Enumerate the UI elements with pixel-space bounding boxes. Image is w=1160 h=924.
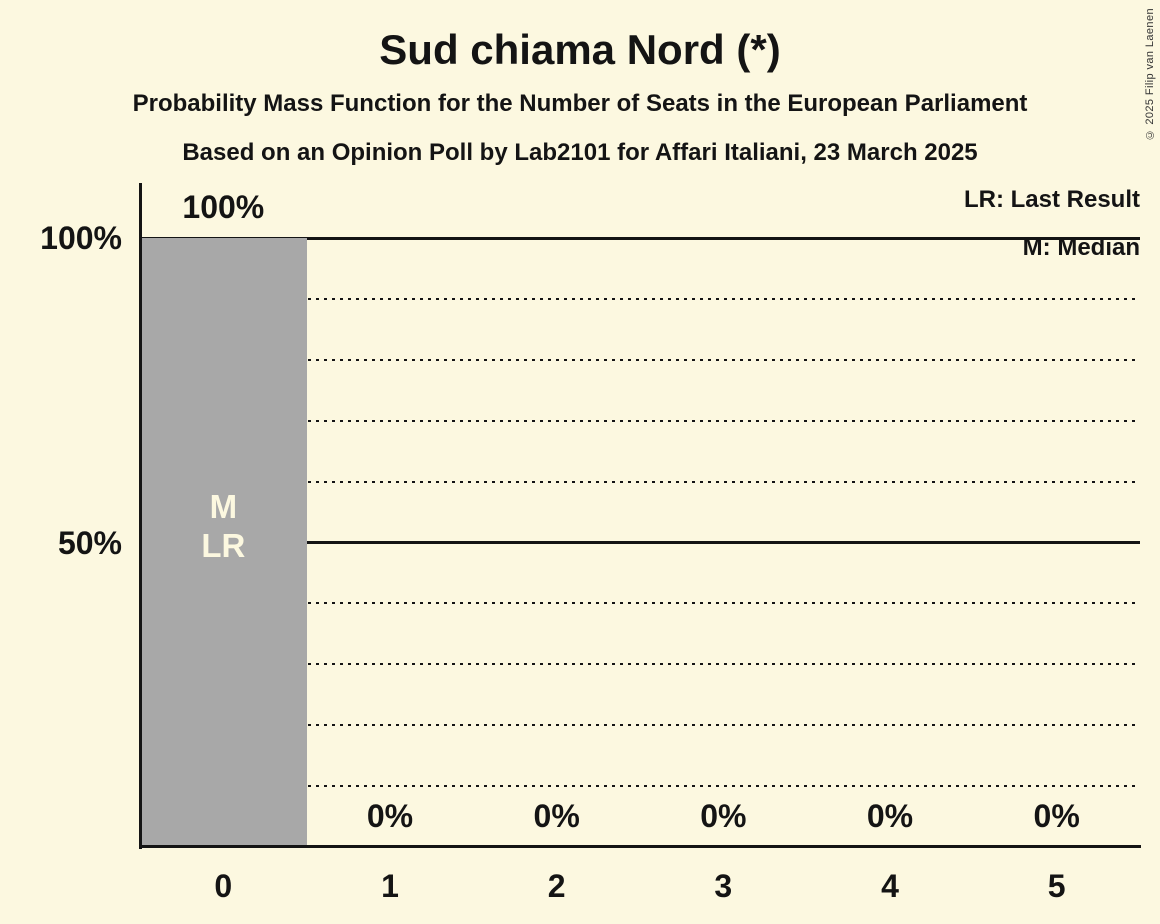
- chart-subtitle: Probability Mass Function for the Number…: [132, 90, 1028, 117]
- gridline-dotted-70pct: [140, 419, 1140, 422]
- bar-value-label-2: 0%: [533, 798, 580, 834]
- gridline-dotted-90pct: [140, 297, 1140, 300]
- x-tick-label-5: 5: [1047, 868, 1066, 904]
- x-axis-line: [139, 845, 1141, 848]
- gridline-dotted-40pct: [140, 602, 1140, 605]
- plot-area: 100% 0% 0% 0% 0% 0% M LR: [140, 189, 1140, 847]
- gridline-dotted-80pct: [140, 358, 1140, 361]
- bar-value-label-0: 100%: [182, 189, 265, 225]
- gridline-dotted-10pct: [140, 785, 1140, 788]
- legend-median: M: Median: [1022, 234, 1140, 261]
- y-tick-label-50pct: 50%: [57, 524, 122, 561]
- bar-value-label-1: 0%: [366, 798, 414, 834]
- y-axis-line: [139, 183, 142, 849]
- gridline-solid-50pct: [140, 541, 1140, 544]
- bar-value-label-3: 0%: [700, 798, 747, 834]
- x-tick-label-0: 0: [214, 868, 233, 904]
- gridline-dotted-30pct: [140, 663, 1140, 666]
- bar-value-label-5: 0%: [1033, 798, 1080, 834]
- bar-seats-0: [140, 238, 307, 847]
- bar-value-label-4: 0%: [866, 798, 914, 834]
- y-tick-label-100pct: 100%: [40, 220, 122, 256]
- chart-title: Sud chiama Nord (*): [379, 26, 781, 73]
- x-tick-label-3: 3: [714, 868, 733, 904]
- chart-poll-source: Based on an Opinion Poll by Lab2101 for …: [182, 139, 978, 166]
- bar-marker-median-lastresult: M LR: [201, 488, 246, 564]
- x-tick-label-2: 2: [547, 868, 566, 904]
- gridline-solid-100pct: [140, 236, 1140, 240]
- legend-last-result: LR: Last Result: [963, 186, 1140, 213]
- x-tick-label-1: 1: [381, 868, 399, 904]
- gridline-dotted-20pct: [140, 724, 1140, 727]
- x-tick-label-4: 4: [881, 868, 899, 904]
- gridline-dotted-60pct: [140, 480, 1140, 483]
- x-axis-labels: 0 1 2 3 4 5: [140, 868, 1140, 912]
